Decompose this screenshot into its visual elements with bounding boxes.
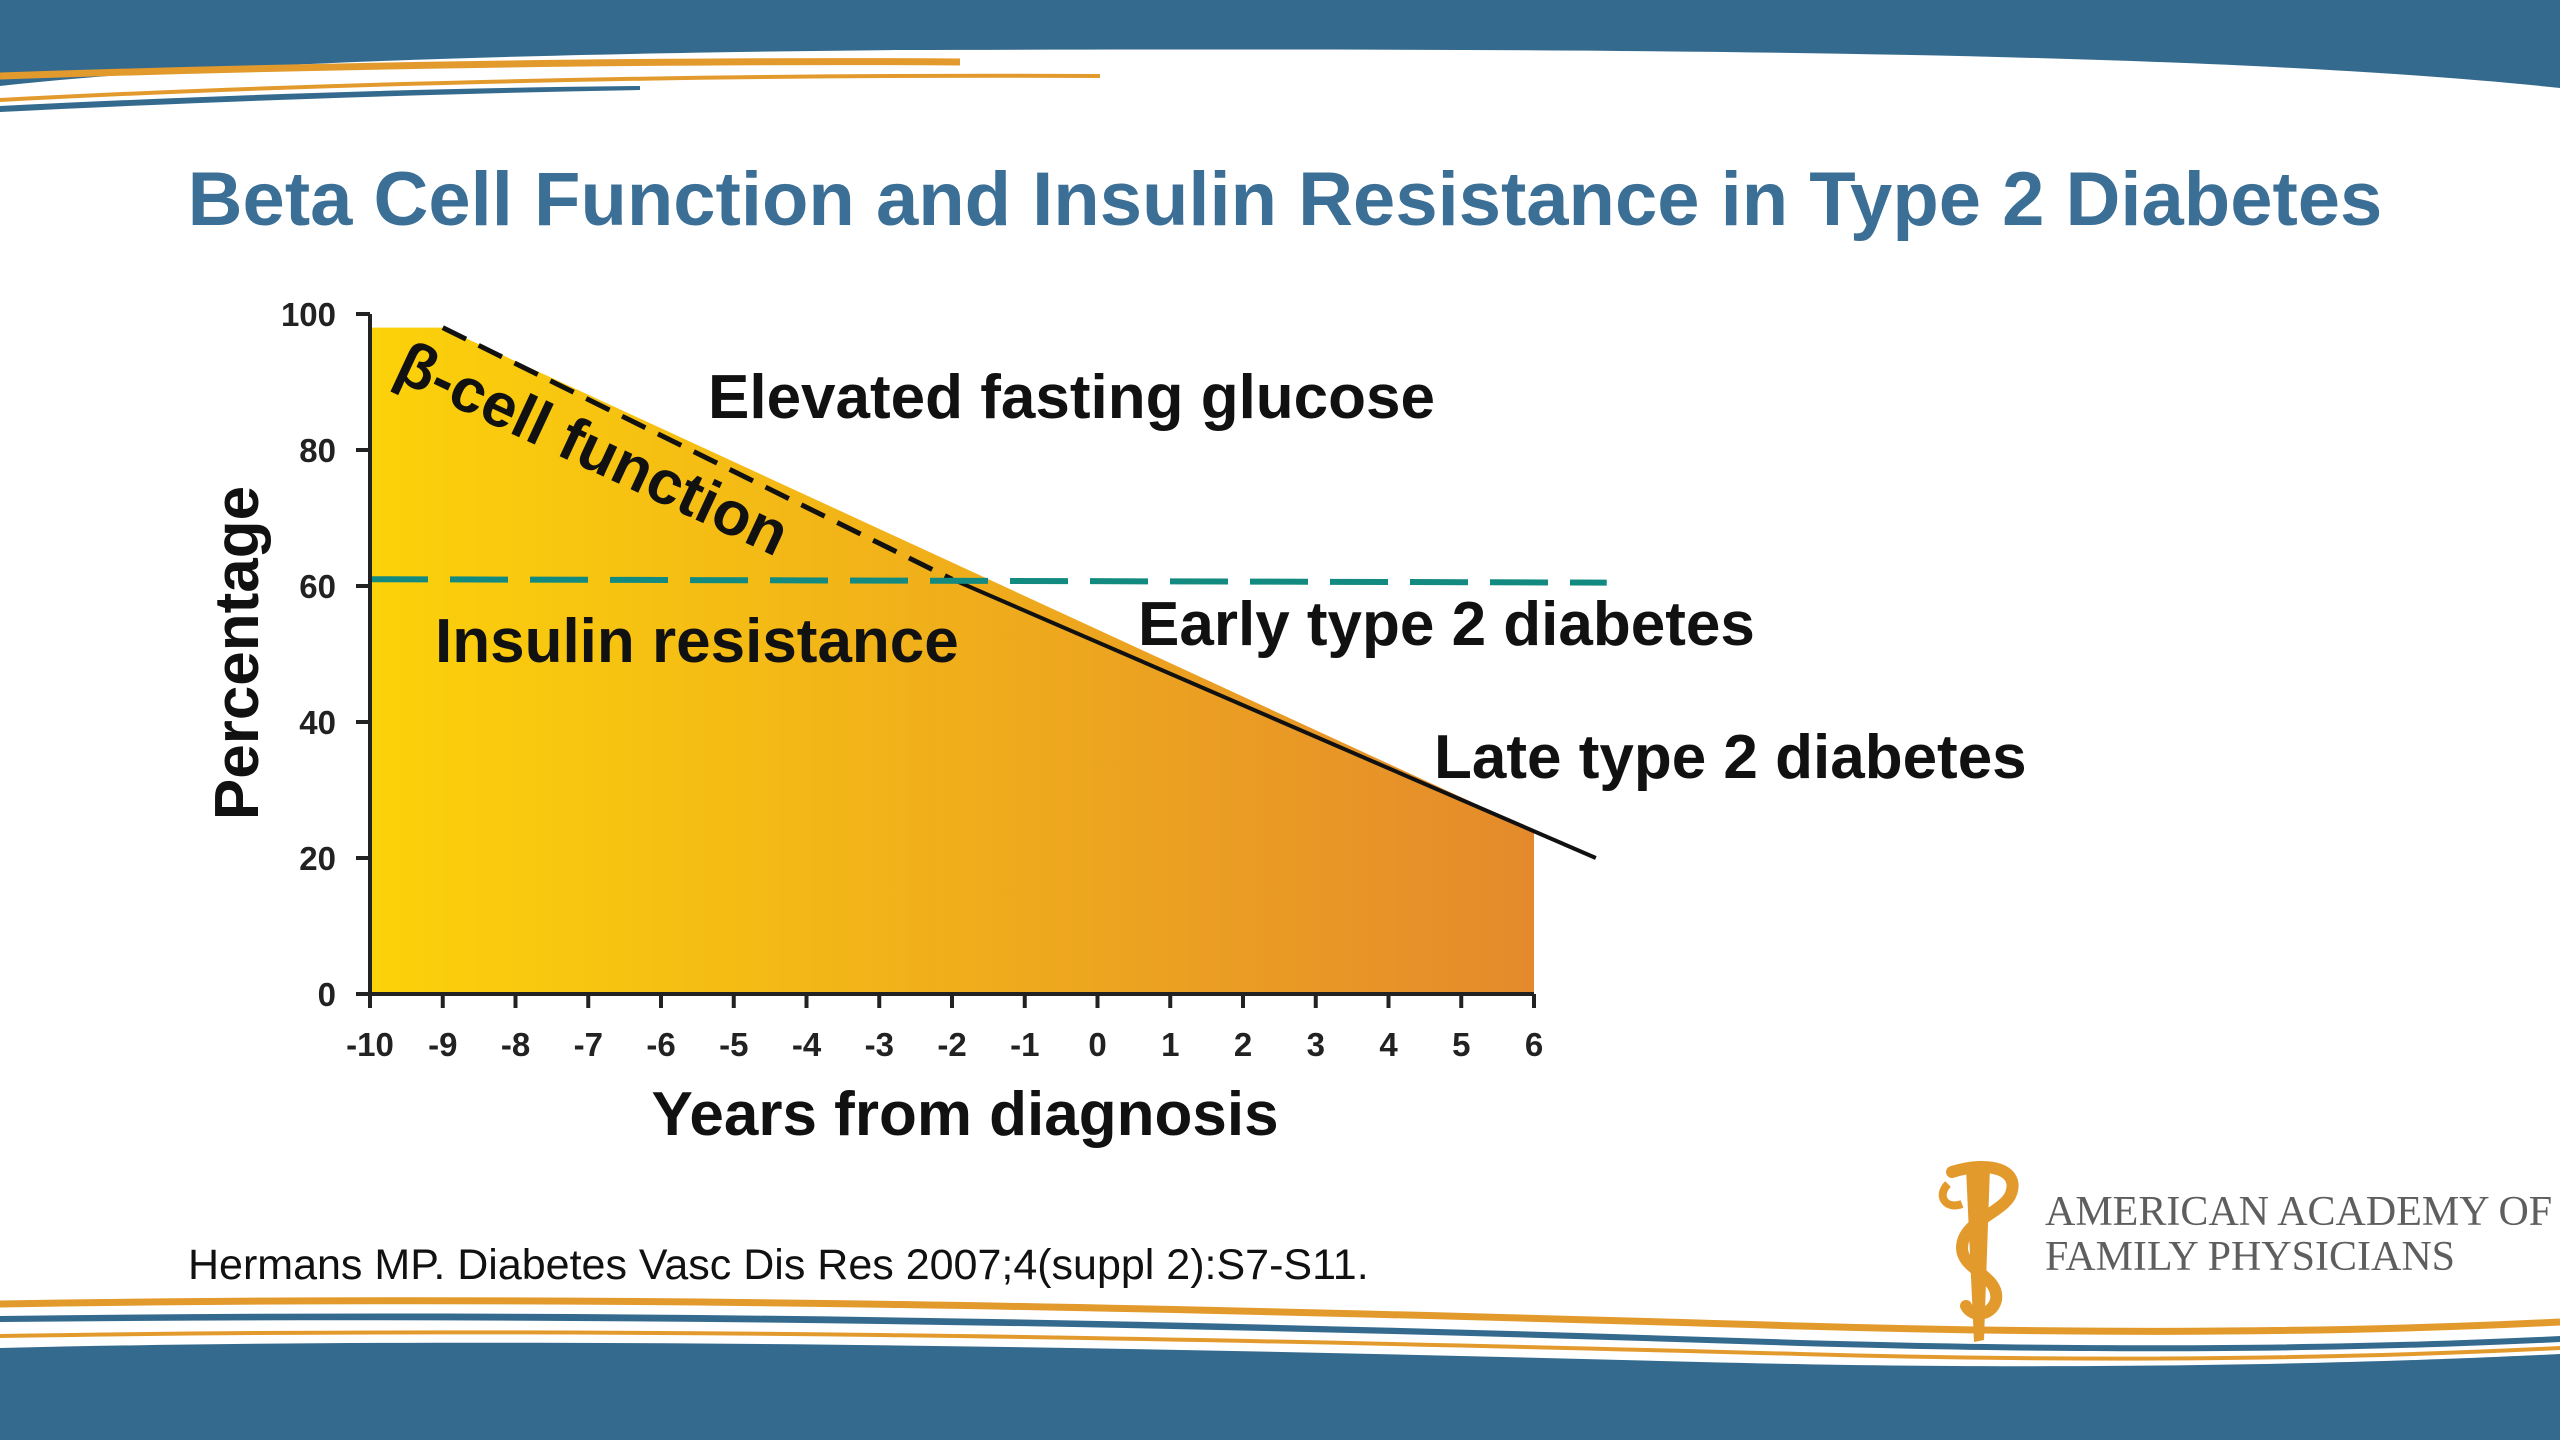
x-tick-label: -3: [865, 1026, 894, 1063]
beta-cell-area: [370, 327, 1534, 995]
x-tick-label: -4: [792, 1026, 822, 1063]
x-tick-label: 4: [1379, 1026, 1398, 1063]
beta-cell-line-dashed: [441, 325, 954, 582]
top-band: [0, 0, 2560, 112]
bottom-band: [0, 1297, 2560, 1440]
bottom-band-blue: [0, 1342, 2560, 1440]
x-tick-label: -8: [501, 1026, 530, 1063]
insulin-resistance-line: [369, 576, 1607, 586]
top-band-blue-stripe: [0, 86, 640, 112]
x-tick-label: -10: [346, 1026, 394, 1063]
top-band-blue: [0, 0, 2560, 88]
y-tick-label: 100: [281, 296, 336, 333]
x-tick-label: -6: [646, 1026, 675, 1063]
annotation-early-type-2-diabetes: Early type 2 diabetes: [1138, 590, 1755, 659]
x-ticks: -10 -9 -8 -7 -6 -5 -4 -3 -2 -1 0 1 2 3 4 5 6: [346, 994, 1543, 1063]
y-tick-label: 0: [318, 976, 336, 1013]
x-tick-label: 6: [1525, 1026, 1543, 1063]
x-tick-label: 5: [1452, 1026, 1470, 1063]
x-tick-label: 1: [1161, 1026, 1179, 1063]
y-tick-label: 40: [299, 704, 336, 741]
citation: Hermans MP. Diabetes Vasc Dis Res 2007;4…: [188, 1241, 1369, 1289]
logo-line-2: FAMILY PHYSICIANS: [2045, 1234, 2455, 1280]
y-tick-label: 60: [299, 568, 336, 605]
y-ticks: 0 20 40 60 80 100: [281, 296, 370, 1013]
top-band-orange: [0, 58, 961, 80]
aafp-logo: AMERICAN ACADEMY OF FAMILY PHYSICIANS: [1938, 1160, 2552, 1342]
y-axis-title: Percentage: [203, 486, 272, 820]
x-axis-title: Years from diagnosis: [651, 1080, 1278, 1149]
slide-title: Beta Cell Function and Insulin Resistanc…: [188, 157, 2383, 242]
y-tick-label: 20: [299, 840, 336, 877]
insulin-resistance-series-label: Insulin resistance: [435, 607, 959, 676]
x-tick-label: -1: [1010, 1026, 1039, 1063]
bottom-band-orange: [0, 1297, 2560, 1335]
x-tick-label: -2: [937, 1026, 966, 1063]
bottom-band-orange-2: [0, 1330, 2560, 1361]
x-tick-label: -7: [574, 1026, 603, 1063]
x-tick-label: 3: [1307, 1026, 1325, 1063]
x-tick-label: -5: [719, 1026, 748, 1063]
annotation-elevated-fasting-glucose: Elevated fasting glucose: [708, 363, 1435, 432]
x-tick-label: 0: [1088, 1026, 1106, 1063]
y-tick-label: 80: [299, 432, 336, 469]
beta-cell-line-solid: [951, 577, 1597, 860]
annotation-late-type-2-diabetes: Late type 2 diabetes: [1434, 723, 2027, 792]
logo-line-1: AMERICAN ACADEMY OF: [2045, 1189, 2552, 1235]
bottom-band-blue-stripe: [0, 1313, 2560, 1352]
x-tick-label: 2: [1234, 1026, 1252, 1063]
top-band-orange-2: [0, 73, 1101, 102]
x-tick-label: -9: [428, 1026, 457, 1063]
staff-of-asclepius-icon: [1938, 1160, 2019, 1342]
